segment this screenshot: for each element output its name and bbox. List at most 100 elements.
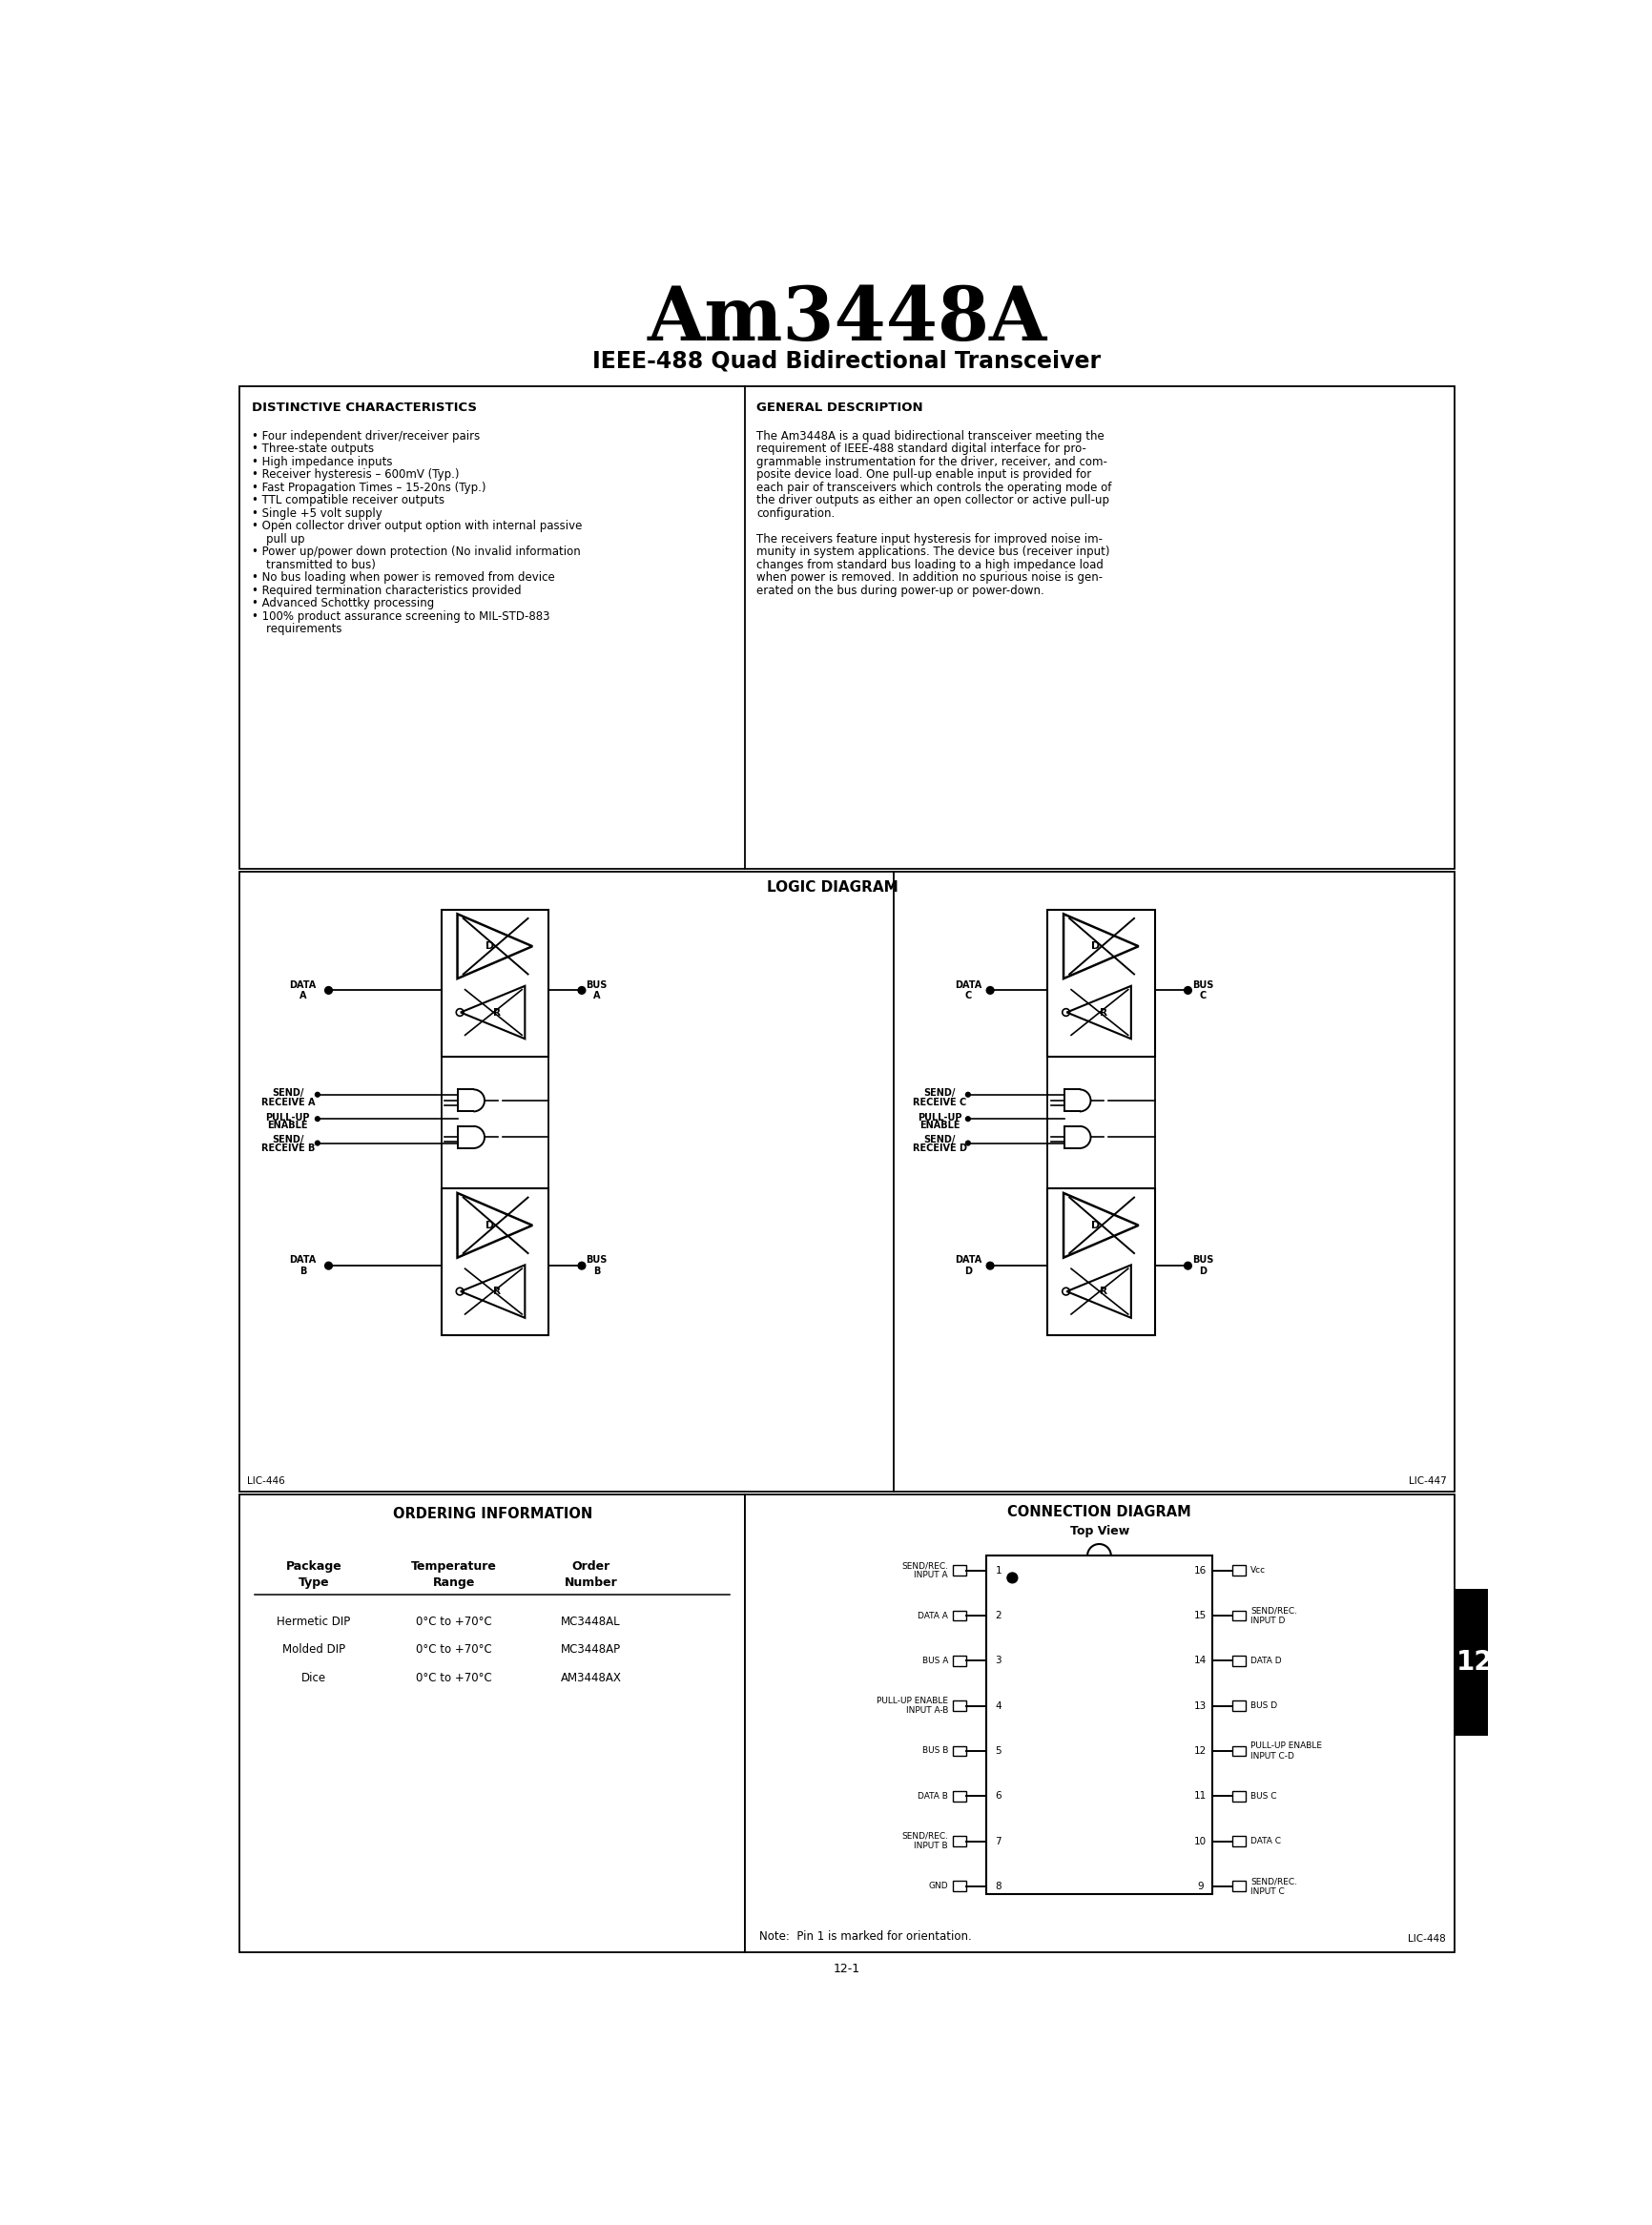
Bar <box>240 872 1454 1493</box>
Text: transmitted to bus): transmitted to bus) <box>251 558 375 572</box>
Text: 2: 2 <box>995 1611 1001 1620</box>
Text: erated on the bus during power-up or power-down.: erated on the bus during power-up or pow… <box>757 585 1044 596</box>
Bar <box>441 1188 548 1335</box>
Text: • Open collector driver output option with internal passive: • Open collector driver output option wi… <box>251 521 582 532</box>
Text: 8: 8 <box>995 1882 1001 1891</box>
Bar <box>952 1880 965 1891</box>
Text: 0°C to +70°C: 0°C to +70°C <box>416 1644 492 1655</box>
Circle shape <box>314 1139 320 1146</box>
Circle shape <box>965 1117 970 1121</box>
Circle shape <box>314 1117 320 1121</box>
Bar <box>1232 1791 1246 1802</box>
Text: 6: 6 <box>995 1791 1001 1800</box>
Text: Molded DIP: Molded DIP <box>282 1644 345 1655</box>
Text: DISTINCTIVE CHARACTERISTICS: DISTINCTIVE CHARACTERISTICS <box>251 403 476 414</box>
Text: BUS
B: BUS B <box>585 1255 606 1275</box>
Text: PULL-UP: PULL-UP <box>266 1112 311 1124</box>
Text: LIC-448: LIC-448 <box>1408 1934 1446 1945</box>
Bar <box>952 1700 965 1711</box>
Circle shape <box>965 1139 970 1146</box>
Text: D: D <box>1090 941 1100 950</box>
Circle shape <box>325 986 332 995</box>
Text: Am3448A: Am3448A <box>646 283 1046 356</box>
Text: The receivers feature input hysteresis for improved noise im-: The receivers feature input hysteresis f… <box>757 532 1102 545</box>
Text: 15: 15 <box>1193 1611 1206 1620</box>
Text: DATA A: DATA A <box>917 1611 948 1620</box>
Text: requirement of IEEE-488 standard digital interface for pro-: requirement of IEEE-488 standard digital… <box>757 443 1085 456</box>
Bar <box>1232 1700 1246 1711</box>
Text: LIC-446: LIC-446 <box>248 1475 286 1486</box>
Text: SEND/: SEND/ <box>273 1135 304 1144</box>
Circle shape <box>1183 986 1191 995</box>
Bar <box>1232 1611 1246 1620</box>
Text: SEND/REC.
INPUT C: SEND/REC. INPUT C <box>1249 1878 1297 1896</box>
Text: • High impedance inputs: • High impedance inputs <box>251 456 392 467</box>
Text: BUS D: BUS D <box>1249 1702 1277 1711</box>
Text: DATA B: DATA B <box>917 1791 948 1800</box>
Bar <box>1232 1836 1246 1847</box>
Text: DATA
A: DATA A <box>289 979 316 1001</box>
Text: Note:  Pin 1 is marked for orientation.: Note: Pin 1 is marked for orientation. <box>760 1929 971 1942</box>
Text: D: D <box>1090 1222 1100 1230</box>
Text: BUS A: BUS A <box>922 1655 948 1664</box>
Text: BUS
C: BUS C <box>1191 979 1213 1001</box>
Bar <box>952 1747 965 1756</box>
Text: RECEIVE B: RECEIVE B <box>261 1144 314 1153</box>
Circle shape <box>965 1092 970 1097</box>
Bar <box>745 1495 1454 1951</box>
Text: Order
Number: Order Number <box>563 1560 618 1589</box>
Text: 11: 11 <box>1193 1791 1206 1800</box>
Text: GENERAL DESCRIPTION: GENERAL DESCRIPTION <box>757 403 922 414</box>
Text: pull up: pull up <box>251 532 304 545</box>
Text: • TTL compatible receiver outputs: • TTL compatible receiver outputs <box>251 494 444 507</box>
Text: PULL-UP ENABLE
INPUT A-B: PULL-UP ENABLE INPUT A-B <box>876 1695 948 1715</box>
Text: • No bus loading when power is removed from device: • No bus loading when power is removed f… <box>251 572 555 583</box>
Bar <box>952 1566 965 1575</box>
Text: • Three-state outputs: • Three-state outputs <box>251 443 373 456</box>
Text: BUS
D: BUS D <box>1191 1255 1213 1275</box>
Text: Dice: Dice <box>301 1671 325 1684</box>
Bar <box>1047 910 1155 1057</box>
Text: changes from standard bus loading to a high impedance load: changes from standard bus loading to a h… <box>757 558 1104 572</box>
Bar <box>240 385 1454 870</box>
Text: Temperature
Range: Temperature Range <box>411 1560 497 1589</box>
Text: BUS B: BUS B <box>922 1747 948 1756</box>
Text: LIC-447: LIC-447 <box>1408 1475 1446 1486</box>
Text: 1: 1 <box>995 1566 1001 1575</box>
Text: 0°C to +70°C: 0°C to +70°C <box>416 1615 492 1629</box>
Text: 0°C to +70°C: 0°C to +70°C <box>416 1671 492 1684</box>
Text: PULL-UP: PULL-UP <box>917 1112 961 1124</box>
Text: • Advanced Schottky processing: • Advanced Schottky processing <box>251 596 434 610</box>
Bar <box>1232 1747 1246 1756</box>
Text: SEND/REC.
INPUT B: SEND/REC. INPUT B <box>900 1831 948 1851</box>
Circle shape <box>578 1262 585 1270</box>
Text: DATA
C: DATA C <box>953 979 981 1001</box>
Text: 10: 10 <box>1193 1836 1206 1847</box>
Text: BUS C: BUS C <box>1249 1791 1275 1800</box>
Text: SEND/: SEND/ <box>273 1088 304 1097</box>
Text: RECEIVE A: RECEIVE A <box>261 1097 314 1108</box>
Text: ENABLE: ENABLE <box>919 1121 960 1130</box>
Circle shape <box>314 1092 320 1097</box>
Bar <box>1232 1655 1246 1667</box>
Bar <box>240 1495 745 1951</box>
Circle shape <box>1183 1262 1191 1270</box>
Text: 16: 16 <box>1193 1566 1206 1575</box>
Text: when power is removed. In addition no spurious noise is gen-: when power is removed. In addition no sp… <box>757 572 1102 583</box>
Bar <box>441 910 548 1057</box>
Text: GND: GND <box>928 1882 948 1891</box>
Bar <box>1454 1589 1493 1736</box>
Text: PULL-UP ENABLE
INPUT C-D: PULL-UP ENABLE INPUT C-D <box>1249 1742 1322 1760</box>
Text: SEND/: SEND/ <box>923 1135 955 1144</box>
Text: • Single +5 volt supply: • Single +5 volt supply <box>251 507 382 518</box>
Bar <box>952 1836 965 1847</box>
Text: DATA D: DATA D <box>1249 1655 1280 1664</box>
Text: grammable instrumentation for the driver, receiver, and com-: grammable instrumentation for the driver… <box>757 456 1107 467</box>
Text: 7: 7 <box>995 1836 1001 1847</box>
Circle shape <box>1006 1573 1018 1582</box>
Text: 14: 14 <box>1193 1655 1206 1667</box>
Text: • Required termination characteristics provided: • Required termination characteristics p… <box>251 585 520 596</box>
Text: Top View: Top View <box>1069 1526 1128 1537</box>
Circle shape <box>986 986 993 995</box>
Bar <box>1047 1188 1155 1335</box>
